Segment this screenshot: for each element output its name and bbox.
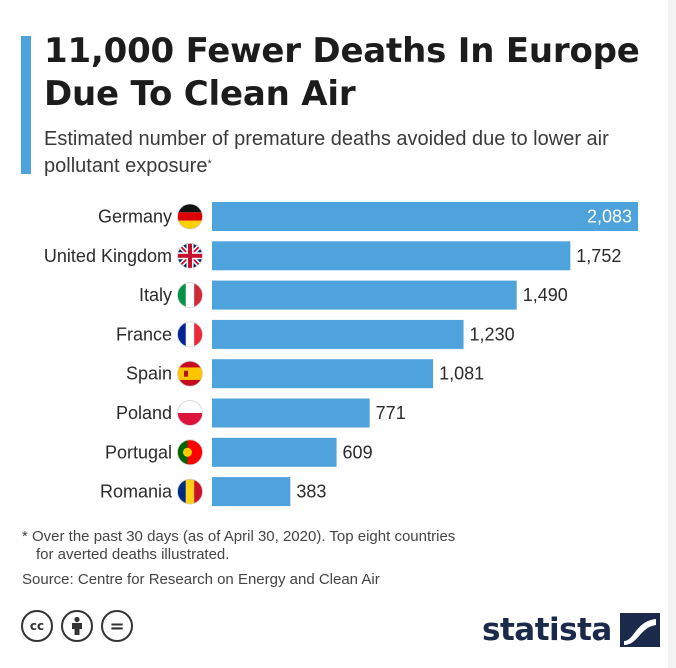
category-label: Poland: [116, 403, 172, 423]
category-label: United Kingdom: [44, 246, 172, 266]
value-label: 771: [376, 403, 406, 423]
category-label: Germany: [98, 207, 172, 227]
value-label: 383: [296, 482, 326, 502]
subtitle-text: Estimated number of premature deaths avo…: [44, 128, 609, 177]
bar-romania: [212, 477, 291, 507]
attribution-icon[interactable]: [61, 610, 93, 642]
value-label: 1,230: [470, 324, 515, 344]
chart-title: 11,000 Fewer Deaths In Europe Due To Cle…: [44, 31, 640, 114]
italy-flag-icon: [177, 282, 203, 308]
nd-icon-text: =: [109, 615, 125, 637]
cc-license-icon[interactable]: cc: [21, 610, 53, 642]
value-label: 609: [343, 442, 373, 462]
value-label: 1,081: [439, 364, 484, 384]
bar-germany: [212, 202, 638, 231]
bar-italy: [212, 280, 517, 310]
value-label: 1,490: [523, 285, 568, 305]
uk-flag-icon: [177, 243, 203, 269]
bar-portugal: [212, 437, 337, 467]
category-label: France: [116, 324, 172, 344]
category-label: Spain: [126, 364, 172, 384]
value-label: 2,083: [587, 207, 632, 227]
statista-logo[interactable]: statista: [482, 610, 660, 650]
value-label: 1,752: [576, 246, 621, 266]
category-label: Romania: [100, 482, 173, 502]
bar-united-kingdom: [212, 241, 571, 271]
title-accent-bar: [21, 36, 31, 174]
portugal-flag-icon: [177, 439, 203, 465]
footnote-continuation: for averted deaths illustrated.: [36, 546, 230, 563]
bar-chart: Germany 2,083 United Kingdom 1,752 Italy 1,49…: [44, 202, 638, 507]
subtitle-footnote-mark: *: [207, 158, 212, 170]
footnote: * Over the past 30 days (as of April 30,…: [22, 528, 456, 545]
bar-spain: [212, 359, 434, 389]
romania-flag-icon: [177, 479, 203, 505]
bar-poland: [212, 398, 370, 428]
spain-flag-icon: [177, 361, 203, 387]
poland-flag-icon: [177, 400, 203, 426]
france-flag-icon: [177, 321, 203, 347]
no-derivatives-icon[interactable]: =: [101, 610, 133, 642]
category-label: Italy: [139, 285, 172, 305]
brand-name: statista: [482, 612, 612, 648]
category-label: Portugal: [105, 442, 172, 462]
source-note: Source: Centre for Research on Energy an…: [22, 571, 380, 588]
cc-icon-text: cc: [29, 619, 45, 633]
person-icon: [72, 616, 82, 635]
bar-france: [212, 319, 464, 349]
chart-subtitle: Estimated number of premature deaths avo…: [44, 126, 644, 180]
statista-mark-icon: [619, 613, 660, 647]
germany-flag-icon: [177, 204, 203, 229]
